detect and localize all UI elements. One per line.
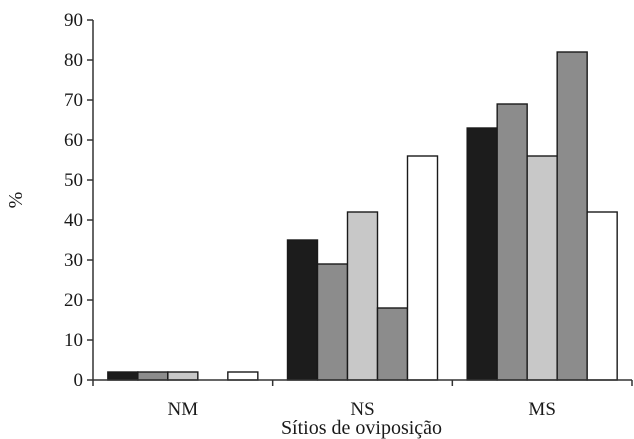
bar-nm-series-5 — [227, 371, 259, 381]
bar-ns-series-4 — [376, 307, 409, 381]
bar-ns-series-2 — [316, 263, 349, 381]
y-tick-label: 10 — [64, 330, 83, 351]
bar-ns-series-5 — [406, 155, 439, 381]
y-tick-label: 90 — [64, 10, 83, 31]
bar-nm-series-1 — [107, 371, 139, 381]
bar-ms-series-1 — [466, 127, 498, 381]
y-tick-label: 60 — [64, 130, 83, 151]
y-tick-label: 40 — [64, 210, 83, 231]
y-tick-label: 50 — [64, 170, 83, 191]
y-tick-label: 80 — [64, 50, 83, 71]
x-category-label: NS — [350, 399, 374, 420]
x-axis-title: Sítios de oviposição — [281, 417, 442, 439]
bar-ns-series-3 — [346, 211, 379, 381]
bar-ms-series-3 — [526, 155, 558, 381]
y-tick-label: 20 — [64, 290, 83, 311]
y-axis-ticks: 0 10 20 30 40 50 60 70 80 90 — [64, 10, 93, 391]
bar-ns-series-1 — [286, 239, 319, 381]
x-axis-ticks: NM NS MS — [92, 380, 633, 420]
bar-ms-series-4 — [556, 51, 588, 381]
x-category-label: MS — [528, 399, 555, 420]
y-tick-label: 70 — [64, 90, 83, 111]
bar-ms-series-5 — [586, 211, 618, 381]
y-axis-title: % — [5, 192, 27, 209]
y-tick-label: 30 — [64, 250, 83, 271]
bar-nm-series-3 — [167, 371, 199, 381]
bar-nm-series-2 — [137, 371, 169, 381]
bars-group — [107, 51, 618, 381]
bar-ms-series-2 — [496, 103, 528, 381]
x-category-label: NM — [168, 399, 199, 420]
y-tick-label: 0 — [74, 370, 84, 391]
